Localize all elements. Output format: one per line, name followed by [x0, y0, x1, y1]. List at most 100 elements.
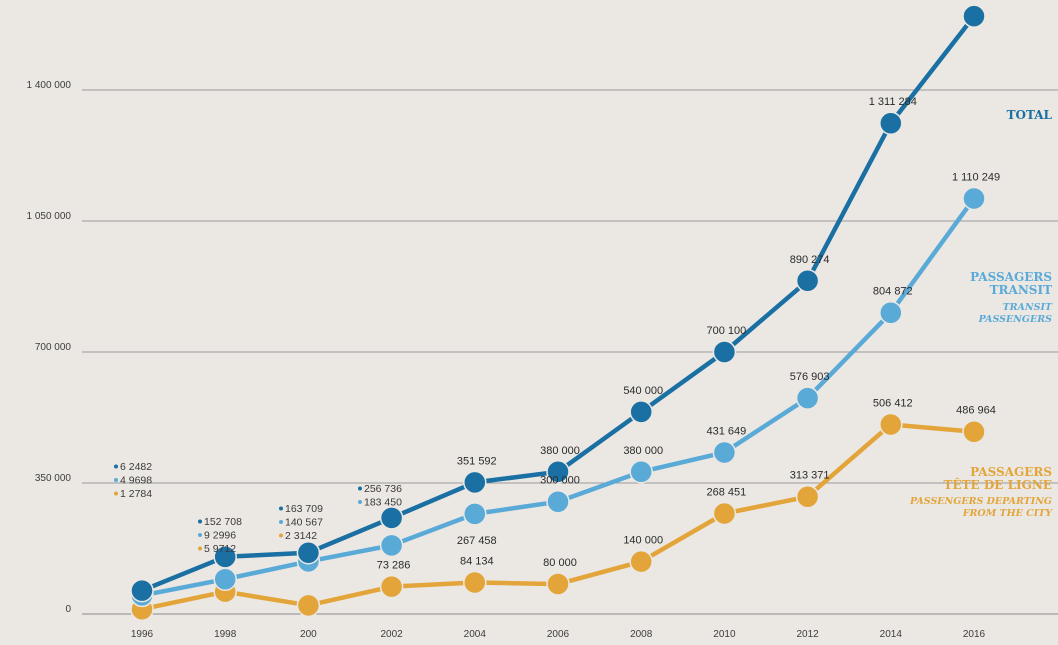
y-tick-label: 1 050 000	[27, 211, 72, 222]
data-point	[463, 570, 487, 595]
early-data-label: 9 2996	[204, 530, 236, 542]
bullet-dot	[279, 520, 283, 524]
grid-lines	[82, 89, 1058, 615]
data-point	[130, 578, 154, 603]
bullet-dot	[198, 546, 202, 551]
x-tick-label: 2012	[796, 629, 819, 640]
series-departing	[130, 412, 986, 621]
bullet-dot	[198, 519, 202, 524]
early-data-label: 5 9712	[204, 543, 236, 555]
data-point	[629, 549, 653, 574]
data-label: 890 274	[790, 254, 830, 266]
data-point	[879, 412, 903, 437]
series-title-departing: PASSAGERS	[970, 465, 1052, 479]
data-point	[379, 506, 404, 530]
bullet-dot	[114, 464, 118, 469]
data-point	[463, 470, 487, 495]
data-point	[795, 269, 820, 293]
data-point	[795, 386, 820, 410]
y-axis-ticks: 0 350 000 700 000 1 050 000 1 400 000	[27, 80, 72, 615]
data-label: 431 649	[707, 425, 747, 437]
bullet-dot	[279, 533, 283, 538]
y-tick-label: 700 000	[35, 342, 72, 353]
early-data-label: 4 9698	[120, 475, 152, 487]
data-label: 380 000	[623, 445, 663, 457]
data-point	[546, 460, 570, 484]
data-point	[629, 400, 653, 424]
x-tick-label: 2016	[963, 629, 986, 640]
data-label: 73 286	[377, 560, 411, 572]
data-label: 506 412	[873, 397, 913, 409]
early-data-label: 6 2482	[120, 461, 152, 473]
data-point	[296, 540, 321, 565]
data-point	[379, 574, 404, 599]
x-tick-label: 2002	[380, 629, 403, 640]
early-data-label: 2 3142	[285, 530, 317, 542]
x-tick-label: 2014	[880, 629, 903, 640]
y-tick-label: 0	[65, 604, 71, 615]
data-label: 804 872	[873, 286, 913, 298]
data-label: 1 110 249	[952, 171, 1000, 183]
series-subtitle-departing: PASSENGERS DEPARTING	[909, 496, 1052, 507]
early-data-label: 152 708	[204, 516, 242, 528]
x-axis-ticks: 1996 1998 200 2002 2004 2006 2008 2010 2012 2014 2…	[131, 629, 986, 640]
data-point	[795, 484, 820, 509]
series-title-transit: PASSAGERS	[970, 270, 1052, 284]
series-transit	[130, 186, 986, 608]
data-label: 1 597 213	[952, 0, 1001, 1]
data-point	[879, 111, 903, 135]
data-label: 540 000	[623, 385, 663, 397]
data-point	[629, 460, 653, 484]
series-subtitle-transit: PASSENGERS	[978, 314, 1053, 325]
x-tick-label: 1996	[131, 629, 154, 640]
series-line	[139, 196, 977, 598]
data-point	[712, 440, 737, 465]
x-tick-label: 200	[300, 629, 317, 640]
x-tick-label: 2004	[464, 629, 487, 640]
data-point	[213, 545, 237, 569]
early-label-group: 256 736 183 450	[358, 483, 402, 509]
x-tick-label: 2010	[713, 629, 736, 640]
data-point	[546, 489, 570, 514]
series-titles: TOTALPASSAGERSTRANSITTRANSITPASSENGERSPA…	[909, 108, 1053, 519]
series-subtitle-departing: FROM THE CITY	[962, 508, 1053, 519]
data-label: 380 000	[540, 445, 580, 457]
data-label: 84 134	[460, 556, 494, 568]
early-data-label: 140 567	[285, 517, 323, 529]
y-tick-label: 350 000	[35, 473, 72, 484]
data-point	[296, 593, 321, 618]
bullet-dot	[114, 478, 118, 482]
data-point	[962, 419, 986, 444]
data-label: 80 000	[543, 557, 577, 569]
early-data-label: 163 709	[285, 503, 323, 515]
data-label: 576 903	[790, 371, 830, 383]
data-point	[546, 572, 570, 596]
data-point	[879, 300, 903, 325]
bullet-dot	[198, 533, 202, 537]
data-point	[962, 186, 986, 211]
data-label: 700 100	[707, 325, 747, 337]
data-point	[712, 501, 737, 526]
data-point	[213, 567, 237, 591]
data-point	[712, 340, 737, 364]
data-label: 267 458	[457, 535, 497, 547]
data-label: 300 000	[540, 475, 580, 487]
data-label: 140 000	[623, 535, 663, 547]
x-tick-label: 1998	[214, 629, 237, 640]
data-label: 268 451	[707, 487, 747, 499]
bullet-dot	[279, 506, 283, 511]
early-data-label: 183 450	[364, 497, 402, 509]
data-point	[379, 533, 404, 558]
x-tick-label: 2008	[630, 629, 653, 640]
data-labels: 351 592 380 000 540 000 700 100 890 274 1 311…	[377, 0, 1001, 572]
data-label: 313 371	[790, 470, 830, 482]
series-group	[130, 4, 986, 621]
bullet-dot	[114, 491, 118, 496]
data-label: 351 592	[457, 455, 497, 467]
early-data-label: 256 736	[364, 483, 402, 495]
series-title-departing: TÊTE DE LIGNE	[944, 477, 1052, 492]
data-label: 486 964	[956, 405, 996, 417]
